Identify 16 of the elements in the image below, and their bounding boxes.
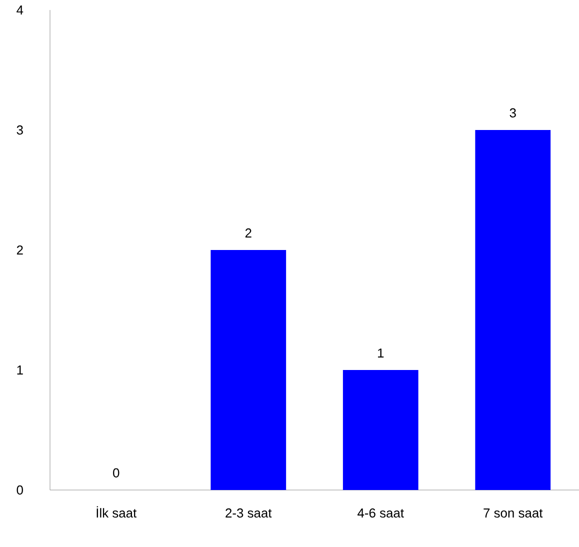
data-label: 3 (510, 108, 516, 118)
y-tick-label: 2 (16, 245, 23, 255)
y-tick-label: 1 (17, 366, 23, 374)
y-tick-label: 4 (16, 6, 24, 14)
x-tick-label: 7 son saat (484, 508, 543, 518)
bar (475, 130, 551, 490)
x-tick-label: İlk saat (96, 506, 137, 518)
bar (342, 370, 418, 490)
x-tick-label: 4-6 saat (358, 508, 404, 518)
bar (210, 250, 286, 490)
data-label: 0 (113, 468, 120, 478)
x-tick-label: 2-3 saat (226, 508, 272, 518)
data-label: 1 (378, 348, 384, 358)
y-tick-label: 3 (16, 125, 23, 135)
y-tick-label: 0 (16, 485, 23, 495)
data-label: 2 (245, 228, 252, 238)
